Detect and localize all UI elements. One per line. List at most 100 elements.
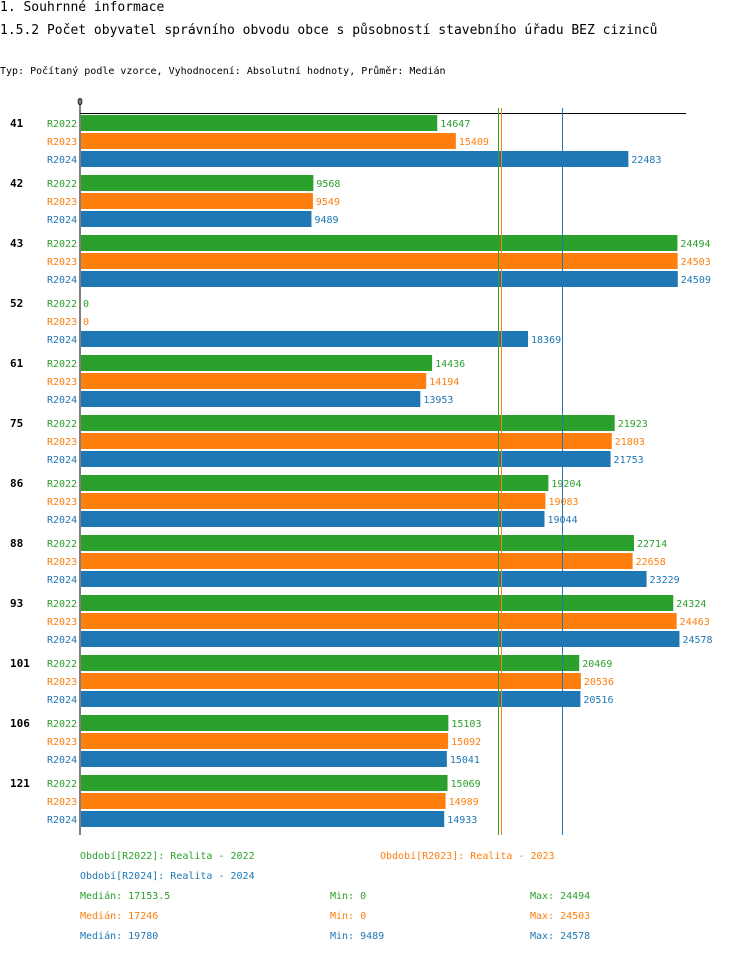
series-label: R2024 [47, 695, 77, 706]
value-label: 15041 [450, 755, 480, 766]
bar [81, 775, 448, 791]
series-label: R2024 [47, 515, 77, 526]
series-label: R2023 [47, 257, 77, 268]
value-label: 0 [83, 317, 89, 328]
value-label: 15103 [451, 719, 481, 730]
value-label: 19204 [551, 479, 581, 490]
legend-min-r2023: Min: 0 [330, 911, 367, 922]
legend-min-r2024: Min: 9489 [330, 931, 385, 942]
bar [81, 211, 312, 227]
category-label: 75 [10, 417, 23, 430]
series-label: R2023 [47, 377, 77, 388]
chart-title: 1.5.2 Počet obyvatel správního obvodu ob… [0, 23, 658, 38]
bar [81, 451, 611, 467]
bar [81, 331, 529, 347]
legend-period-r2022: Období[R2022]: Realita - 2022 [80, 851, 255, 862]
value-label: 21803 [615, 437, 645, 448]
value-label: 15092 [451, 737, 481, 748]
value-label: 21923 [618, 419, 648, 430]
value-label: 20536 [584, 677, 614, 688]
value-label: 24503 [681, 257, 711, 268]
value-label: 21753 [614, 455, 644, 466]
series-label: R2024 [47, 275, 77, 286]
series-label: R2022 [47, 239, 77, 250]
bar [81, 613, 677, 629]
chart-subtitle: Typ: Počítaný podle vzorce, Vyhodnocení:… [0, 66, 446, 77]
section-heading: 1. Souhrnné informace [0, 0, 165, 15]
bar [81, 133, 456, 149]
bar [81, 115, 438, 131]
category-label: 121 [10, 777, 30, 790]
series-label: R2023 [47, 617, 77, 628]
bar [81, 595, 674, 611]
series-label: R2022 [47, 359, 77, 370]
series-label: R2023 [47, 197, 77, 208]
series-label: R2022 [47, 719, 77, 730]
value-label: 22714 [637, 539, 667, 550]
category-label: 61 [10, 357, 24, 370]
series-label: R2022 [47, 299, 77, 310]
series-label: R2022 [47, 419, 77, 430]
bar [81, 811, 445, 827]
value-label: 24509 [681, 275, 711, 286]
value-label: 18369 [531, 335, 561, 346]
value-label: 14647 [440, 119, 470, 130]
value-label: 22658 [636, 557, 666, 568]
legend-median-r2022: Medián: 17153.5 [80, 891, 171, 902]
bar [81, 673, 581, 689]
bar [81, 511, 545, 527]
category-label: 43 [10, 237, 23, 250]
value-label: 0 [83, 299, 89, 310]
legend-max-r2024: Max: 24578 [530, 931, 591, 942]
series-label: R2023 [47, 137, 77, 148]
bar [81, 751, 447, 767]
value-label: 24578 [682, 635, 712, 646]
category-label: 106 [10, 717, 30, 730]
bar [81, 691, 581, 707]
category-label: 93 [10, 597, 23, 610]
legend-period-r2023: Období[R2023]: Realita - 2023 [380, 851, 555, 862]
value-label: 14194 [429, 377, 459, 388]
bar [81, 391, 421, 407]
bar [81, 571, 647, 587]
series-label: R2023 [47, 317, 77, 328]
value-label: 24463 [680, 617, 710, 628]
series-label: R2023 [47, 737, 77, 748]
bar [81, 415, 615, 431]
series-label: R2024 [47, 575, 77, 586]
series-label: R2022 [47, 479, 77, 490]
series-label: R2022 [47, 539, 77, 550]
bar [81, 553, 633, 569]
series-label: R2024 [47, 755, 77, 766]
series-label: R2022 [47, 659, 77, 670]
value-label: 9489 [314, 215, 338, 226]
bar [81, 373, 427, 389]
value-label: 14989 [449, 797, 479, 808]
bar [81, 793, 446, 809]
value-label: 20516 [583, 695, 613, 706]
series-label: R2024 [47, 155, 77, 166]
value-label: 15409 [459, 137, 489, 148]
value-label: 19083 [548, 497, 578, 508]
legend-median-r2024: Medián: 19780 [80, 931, 159, 942]
series-label: R2024 [47, 395, 77, 406]
bar [81, 493, 546, 509]
value-label: 9549 [316, 197, 340, 208]
series-label: R2023 [47, 677, 77, 688]
series-label: R2022 [47, 779, 77, 790]
series-label: R2024 [47, 215, 77, 226]
bar [81, 193, 313, 209]
bar [81, 475, 549, 491]
bar [81, 535, 634, 551]
bar [81, 631, 680, 647]
value-label: 24494 [680, 239, 710, 250]
bar [81, 733, 449, 749]
bar [81, 355, 433, 371]
series-label: R2023 [47, 437, 77, 448]
category-label: 41 [10, 117, 24, 130]
category-label: 42 [10, 177, 23, 190]
value-label: 20469 [582, 659, 612, 670]
bar [81, 175, 314, 191]
legend-min-r2022: Min: 0 [330, 891, 367, 902]
legend-max-r2022: Max: 24494 [530, 891, 591, 902]
